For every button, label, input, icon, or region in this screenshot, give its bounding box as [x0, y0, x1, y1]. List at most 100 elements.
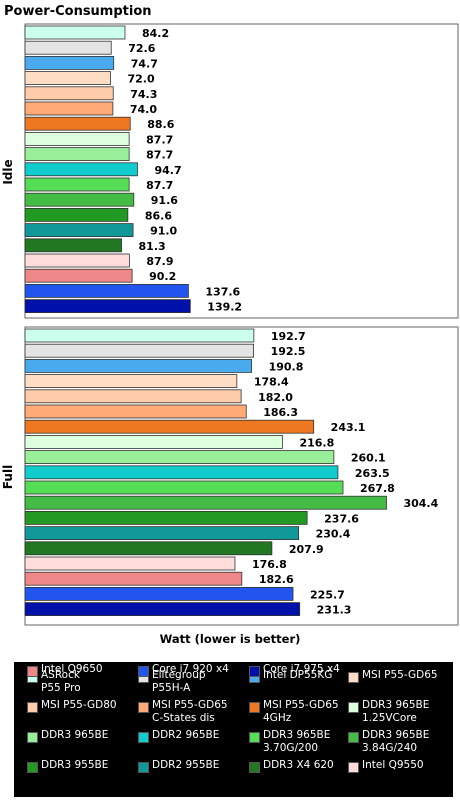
legend-swatch-11	[348, 732, 359, 743]
data-label-full-2: 190.8	[269, 360, 304, 373]
legend-label-8: DDR3 965BE	[41, 729, 109, 741]
legend-label-17: Core i7 920 x4	[152, 663, 229, 675]
data-label-idle-15: 87.9	[146, 255, 173, 268]
legend-label-9: DDR2 965BE	[152, 729, 220, 741]
bar-full-8	[24, 450, 335, 465]
bar-full-12	[24, 510, 308, 525]
legend-item-14: DDR3 X4 620	[249, 759, 359, 789]
bar-full-5	[24, 404, 247, 419]
legend-label-0: ASRock P55 Pro	[41, 669, 81, 694]
bar-idle-18	[24, 299, 191, 314]
data-label-idle-1: 72.6	[128, 42, 155, 55]
bar-full-6	[24, 419, 315, 434]
bar-idle-2	[24, 56, 115, 70]
legend-label-2: Intel DP55KG	[263, 669, 333, 681]
legend-swatch-14	[249, 762, 260, 773]
legend-swatch-3	[348, 672, 359, 683]
legend-item-16: Intel Q9650	[27, 663, 137, 693]
bar-idle-16	[24, 268, 133, 283]
legend-swatch-13	[138, 762, 149, 773]
bar-full-4	[24, 389, 242, 404]
bar-idle-13	[24, 223, 134, 238]
data-label-idle-3: 72.0	[128, 73, 155, 86]
legend-label-7: DDR3 965BE 1.25VCore	[362, 699, 430, 724]
bar-idle-4	[24, 86, 114, 101]
bar-idle-7	[24, 131, 130, 146]
group-label-full: Full	[1, 465, 15, 489]
legend-item-13: DDR2 955BE	[138, 759, 248, 789]
bar-idle-9	[24, 162, 138, 177]
bar-idle-12	[24, 207, 129, 222]
bar-full-14	[24, 541, 273, 556]
legend-item-10: DDR3 965BE 3.70G/200	[249, 729, 359, 759]
legend-item-8: DDR3 965BE	[27, 729, 137, 759]
legend-label-15: Intel Q9550	[362, 759, 424, 771]
legend-item-9: DDR2 965BE	[138, 729, 248, 759]
legend-item-15: Intel Q9550	[348, 759, 458, 789]
bar-idle-10	[24, 177, 130, 192]
data-label-full-13: 230.4	[316, 528, 351, 541]
data-label-full-0: 192.7	[271, 330, 306, 343]
bar-full-17	[24, 587, 294, 601]
legend-swatch-9	[138, 732, 149, 743]
bar-idle-6	[24, 116, 131, 131]
legend-item-1: Elitegroup P55H-A	[138, 669, 248, 699]
legend-label-6: MSI P55-GD65 4GHz	[263, 699, 339, 724]
bar-idle-17	[24, 283, 189, 298]
data-label-full-14: 207.9	[289, 543, 324, 556]
bar-full-18	[24, 602, 301, 616]
legend-swatch-8	[27, 732, 38, 743]
data-label-idle-8: 87.7	[146, 149, 173, 162]
data-label-full-4: 182.0	[258, 391, 293, 404]
data-label-idle-18: 139.2	[207, 301, 242, 314]
legend-label-16: Intel Q9650	[41, 663, 103, 675]
data-label-full-10: 267.8	[360, 482, 395, 495]
bar-full-1	[24, 343, 254, 358]
data-label-full-12: 237.6	[324, 512, 359, 525]
bar-full-16	[24, 571, 243, 586]
data-label-idle-2: 74.7	[131, 57, 158, 70]
legend-item-4: MSI P55-GD80	[27, 699, 137, 729]
bar-full-10	[24, 480, 344, 495]
bar-full-3	[24, 374, 238, 389]
legend-item-0: ASRock P55 Pro	[27, 669, 137, 699]
legend-item-6: MSI P55-GD65 4GHz	[249, 699, 359, 729]
legend-label-5: MSI P55-GD65 C-States dis	[152, 699, 228, 724]
data-label-full-15: 176.8	[252, 558, 287, 571]
data-label-idle-5: 74.0	[130, 103, 157, 116]
bar-idle-0	[24, 25, 126, 40]
legend-item-11: DDR3 965BE 3.84G/240	[348, 729, 458, 759]
group-label-idle: Idle	[1, 159, 15, 184]
data-label-full-18: 231.3	[317, 604, 352, 617]
legend-label-18: Core i7 975 x4	[263, 663, 340, 675]
data-label-full-1: 192.5	[271, 345, 306, 358]
data-label-full-6: 243.1	[331, 421, 366, 434]
bar-idle-5	[24, 101, 114, 116]
legend-item-17: Core i7 920 x4	[138, 663, 248, 693]
legend-swatch-5	[138, 702, 149, 713]
data-label-idle-0: 84.2	[142, 27, 169, 40]
legend: ASRock P55 Pro Elitegroup P55H-A Intel DP55K…	[14, 662, 453, 797]
legend-item-5: MSI P55-GD65 C-States dis	[138, 699, 248, 729]
legend-swatch-7	[348, 702, 359, 713]
data-label-full-7: 216.8	[299, 436, 334, 449]
legend-swatch-12	[27, 762, 38, 773]
legend-swatch-4	[27, 702, 38, 713]
x-axis-label: Watt (lower is better)	[160, 632, 301, 646]
data-label-full-11: 304.4	[403, 497, 438, 510]
legend-label-11: DDR3 965BE 3.84G/240	[362, 729, 430, 754]
data-label-full-5: 186.3	[263, 406, 298, 419]
legend-item-3: MSI P55-GD65	[348, 669, 458, 699]
data-label-full-9: 263.5	[355, 467, 390, 480]
bar-idle-1	[24, 40, 112, 55]
data-label-idle-14: 81.3	[139, 240, 166, 253]
bar-full-0	[24, 328, 255, 343]
bar-full-15	[24, 556, 236, 571]
bar-full-2	[24, 358, 252, 373]
bar-idle-14	[24, 238, 122, 253]
legend-swatch-17	[138, 666, 149, 677]
data-label-idle-9: 94.7	[154, 164, 181, 177]
data-label-idle-10: 87.7	[146, 179, 173, 192]
legend-item-7: DDR3 965BE 1.25VCore	[348, 699, 458, 729]
